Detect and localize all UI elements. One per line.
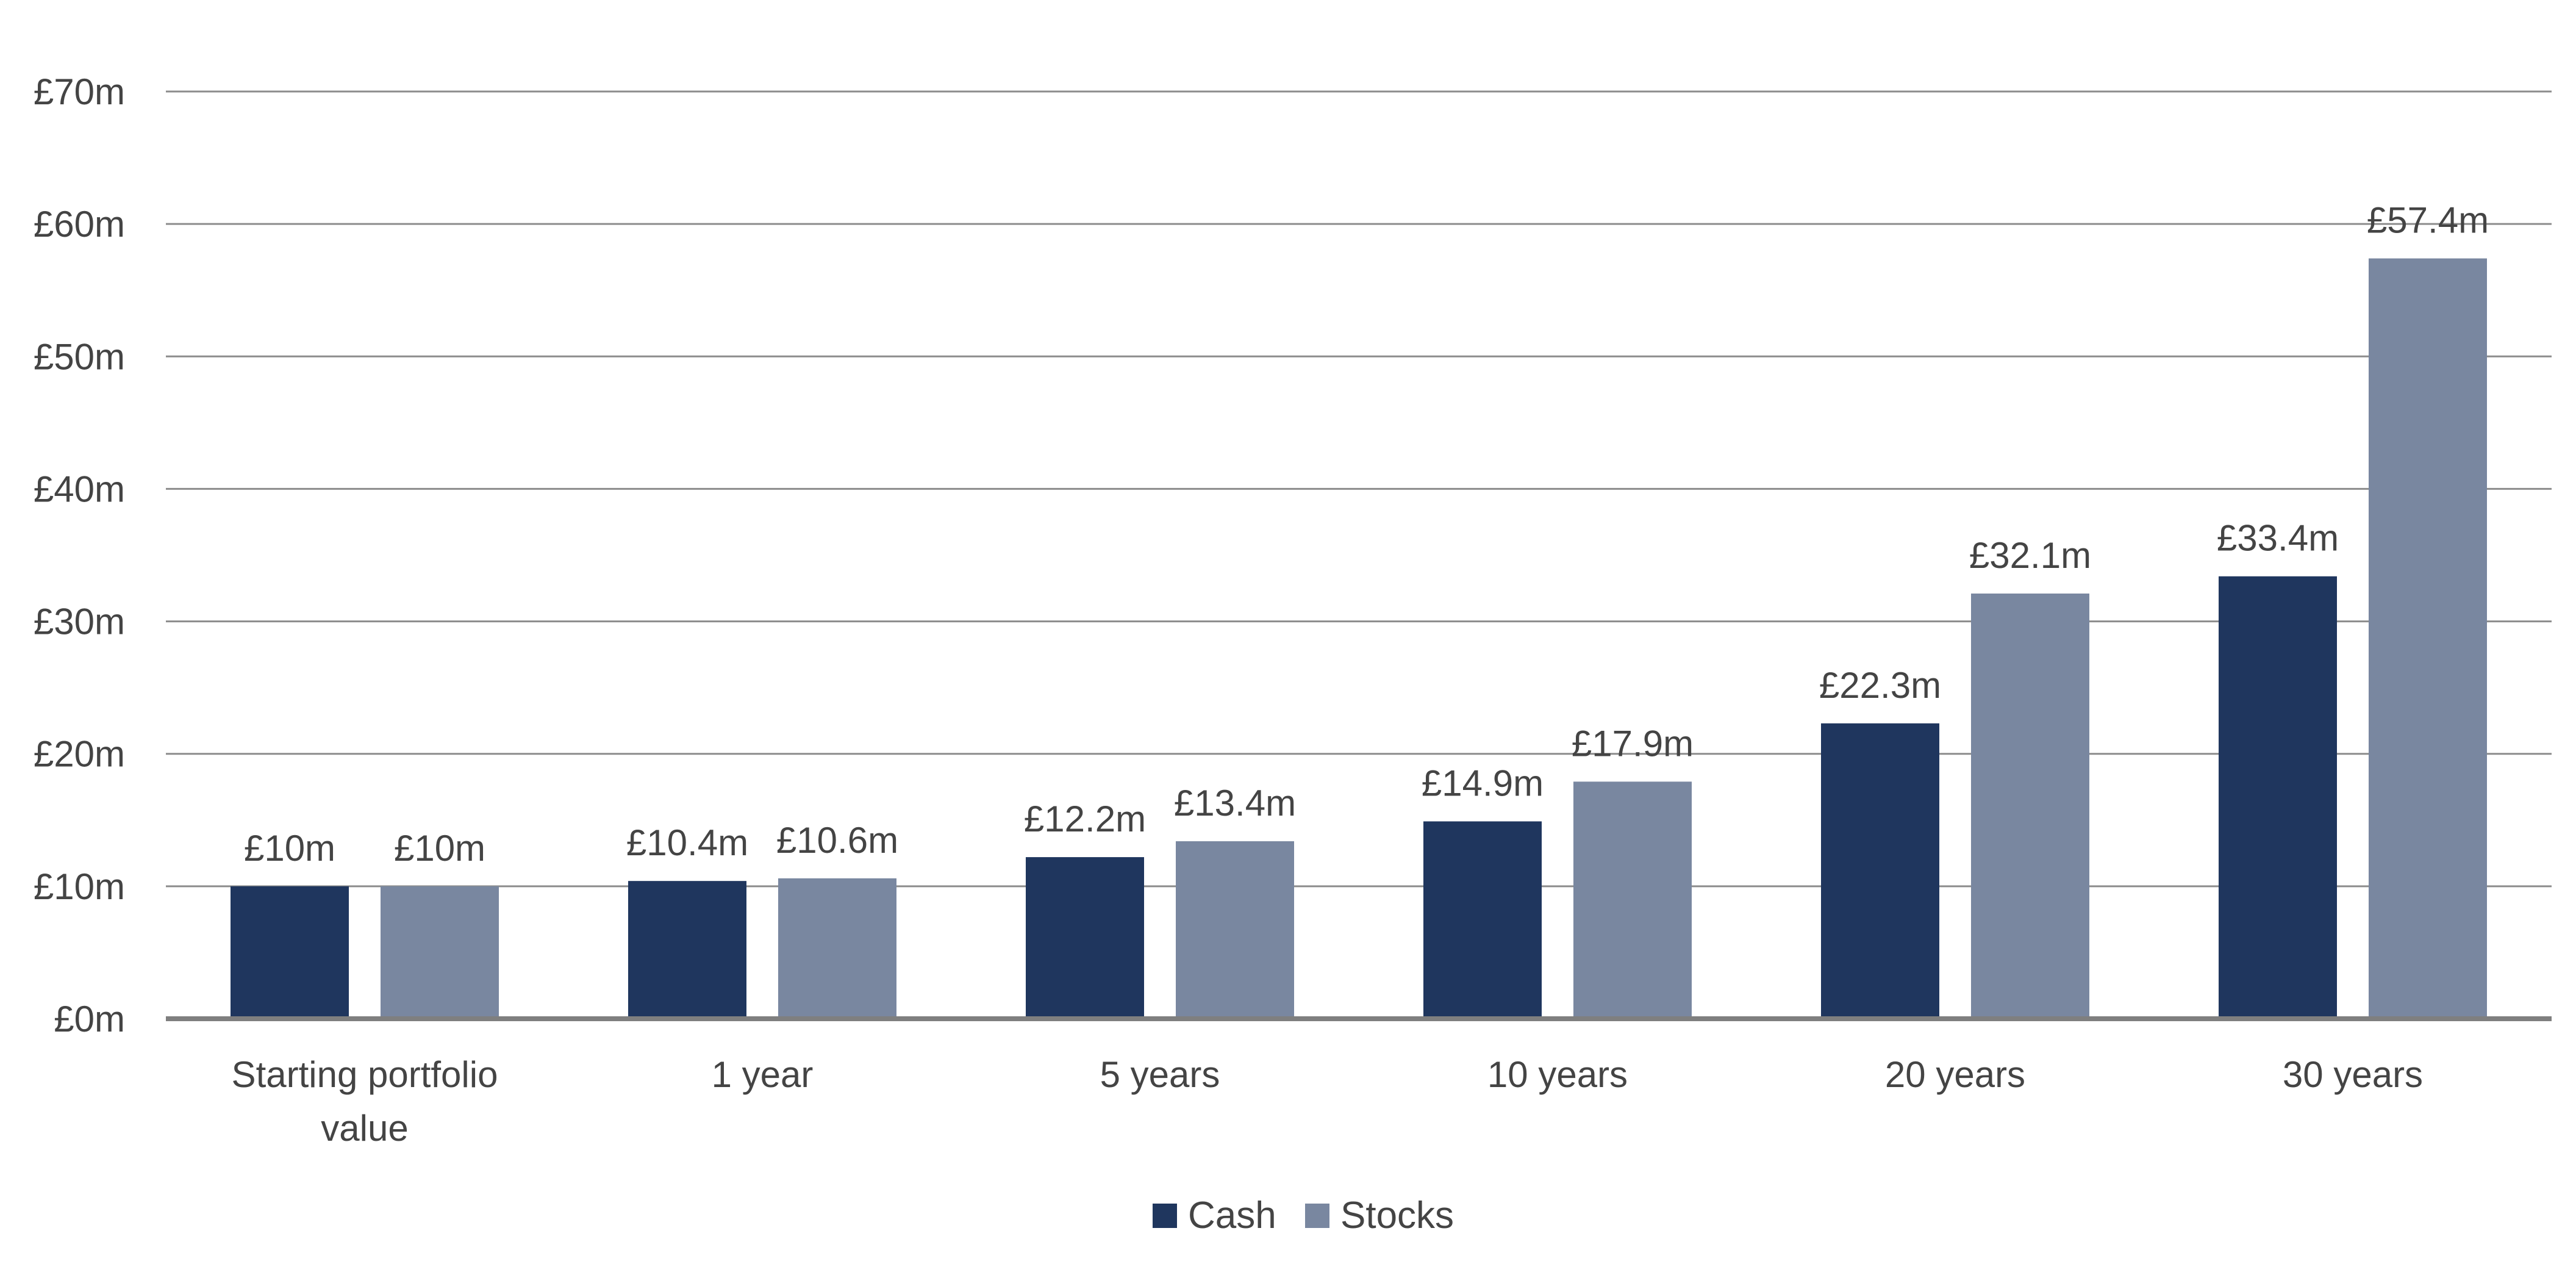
data-label: £13.4m bbox=[1174, 783, 1296, 824]
bar-stocks bbox=[1176, 841, 1294, 1019]
legend-label: Cash bbox=[1188, 1194, 1276, 1237]
y-tick-label: £60m bbox=[34, 204, 125, 245]
bar-cash bbox=[1423, 821, 1542, 1019]
bar-stocks bbox=[1573, 781, 1692, 1019]
bar-stocks bbox=[381, 886, 499, 1019]
bar-cash bbox=[628, 881, 746, 1019]
x-category-label: 10 years bbox=[1487, 1054, 1628, 1095]
data-label: £10.4m bbox=[626, 822, 748, 863]
x-axis-category-labels: Starting portfolio value 1 year 5 years 10 y… bbox=[232, 1054, 2424, 1149]
data-label: £10m bbox=[394, 828, 485, 869]
data-label: £22.3m bbox=[1819, 665, 1941, 706]
data-label: £12.2m bbox=[1024, 799, 1146, 839]
y-tick-label: £40m bbox=[34, 468, 125, 509]
data-label: £57.4m bbox=[2367, 200, 2489, 241]
bar-stocks bbox=[2369, 258, 2487, 1019]
data-label: £17.9m bbox=[1572, 723, 1694, 764]
legend-swatch bbox=[1305, 1204, 1329, 1228]
y-tick-label: £70m bbox=[34, 71, 125, 112]
data-label: £14.9m bbox=[1422, 763, 1544, 803]
x-category-label: 5 years bbox=[1100, 1054, 1220, 1095]
data-label: £10.6m bbox=[776, 820, 898, 861]
data-label: £10m bbox=[244, 828, 335, 869]
data-label: £33.4m bbox=[2217, 518, 2339, 559]
y-axis-tick-labels: £0m £10m £20m £30m £40m £50m £60m £70m bbox=[34, 71, 125, 1039]
y-tick-label: £20m bbox=[34, 734, 125, 775]
data-label: £32.1m bbox=[1969, 535, 2091, 576]
x-category-label: Starting portfolio value bbox=[232, 1054, 498, 1149]
legend-item-stocks: Stocks bbox=[1305, 1194, 1454, 1237]
legend-swatch bbox=[1153, 1204, 1177, 1228]
x-category-label: 30 years bbox=[2283, 1054, 2423, 1095]
bar-cash bbox=[2219, 576, 2337, 1019]
y-tick-label: £10m bbox=[34, 866, 125, 907]
bars bbox=[231, 258, 2487, 1019]
legend-item-cash: Cash bbox=[1153, 1194, 1276, 1237]
bar-cash bbox=[1026, 857, 1144, 1019]
bar-cash bbox=[1821, 723, 1939, 1019]
gridlines bbox=[166, 90, 2552, 888]
bar-stocks bbox=[1971, 593, 2089, 1019]
legend: Cash Stocks bbox=[1153, 1194, 1454, 1237]
y-tick-label: £50m bbox=[34, 336, 125, 377]
y-tick-label: £0m bbox=[54, 999, 125, 1039]
y-tick-label: £30m bbox=[34, 601, 125, 642]
bar-cash bbox=[231, 886, 349, 1019]
x-category-label: 1 year bbox=[712, 1054, 814, 1095]
legend-label: Stocks bbox=[1340, 1194, 1454, 1237]
data-labels: £10m £10m £10.4m £10.6m £12.2m £13.4m £14.9m £1… bbox=[244, 200, 2489, 869]
bar-stocks bbox=[778, 878, 896, 1019]
x-category-label: 20 years bbox=[1885, 1054, 2025, 1095]
